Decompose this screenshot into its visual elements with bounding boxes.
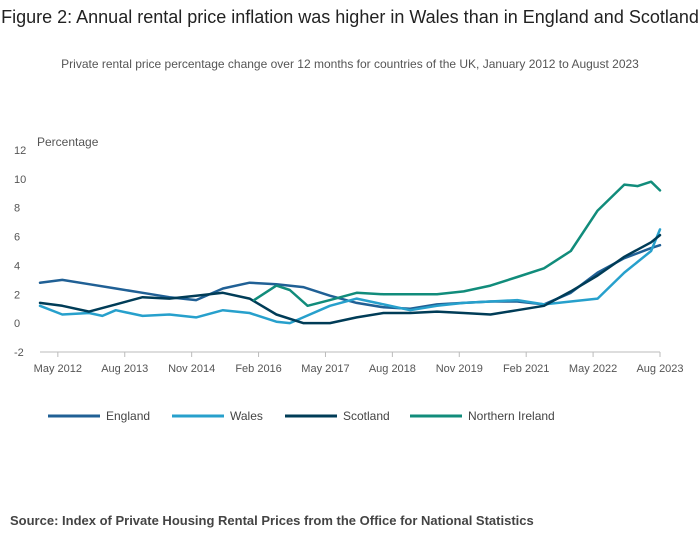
x-tick-label: May 2012: [34, 363, 82, 375]
legend-label: England: [106, 409, 150, 423]
series-lines: [38, 180, 662, 325]
x-tick-label: Aug 2013: [101, 363, 148, 375]
x-tick-label: May 2017: [301, 363, 349, 375]
legend-label: Wales: [230, 409, 263, 423]
legend-item-wales[interactable]: Wales: [172, 409, 263, 423]
x-tick-label: Nov 2019: [436, 363, 483, 375]
chart-subtitle: Private rental price percentage change o…: [61, 57, 639, 71]
legend-label: Northern Ireland: [468, 409, 555, 423]
legend-label: Scotland: [343, 409, 390, 423]
x-tick-label: Feb 2021: [503, 363, 549, 375]
x-tick-label: Feb 2016: [235, 363, 281, 375]
y-tick-label: 0: [14, 318, 20, 330]
y-tick-label: 12: [14, 145, 26, 157]
series-line-wales: [38, 228, 662, 325]
y-tick-label: 10: [14, 174, 26, 186]
y-tick-label: -2: [14, 347, 24, 359]
legend[interactable]: England Wales Scotland Northern Ireland: [48, 409, 555, 423]
source-note: Source: Index of Private Housing Rental …: [10, 513, 534, 528]
chart-title: Figure 2: Annual rental price inflation …: [1, 7, 699, 27]
y-axis-label: Percentage: [37, 135, 99, 149]
x-axis: May 2012 Aug 2013 Nov 2014 Feb 2016 May 2017…: [34, 351, 684, 375]
y-tick-label: 2: [14, 289, 20, 301]
legend-item-england[interactable]: England: [48, 409, 150, 423]
x-tick-label: Nov 2014: [168, 363, 215, 375]
legend-item-scotland[interactable]: Scotland: [285, 409, 390, 423]
series-line-northern-ireland: [252, 180, 662, 308]
y-tick-label: 8: [14, 203, 20, 215]
x-tick-label: May 2022: [569, 363, 617, 375]
y-axis-ticks: 12 10 8 6 4 2 0 -2: [14, 145, 26, 359]
y-tick-label: 6: [14, 232, 20, 244]
x-tick-label: Aug 2023: [636, 363, 683, 375]
x-tick-label: Aug 2018: [369, 363, 416, 375]
legend-item-northern-ireland[interactable]: Northern Ireland: [410, 409, 555, 423]
y-tick-label: 4: [14, 260, 20, 272]
series-line-scotland: [38, 233, 662, 325]
